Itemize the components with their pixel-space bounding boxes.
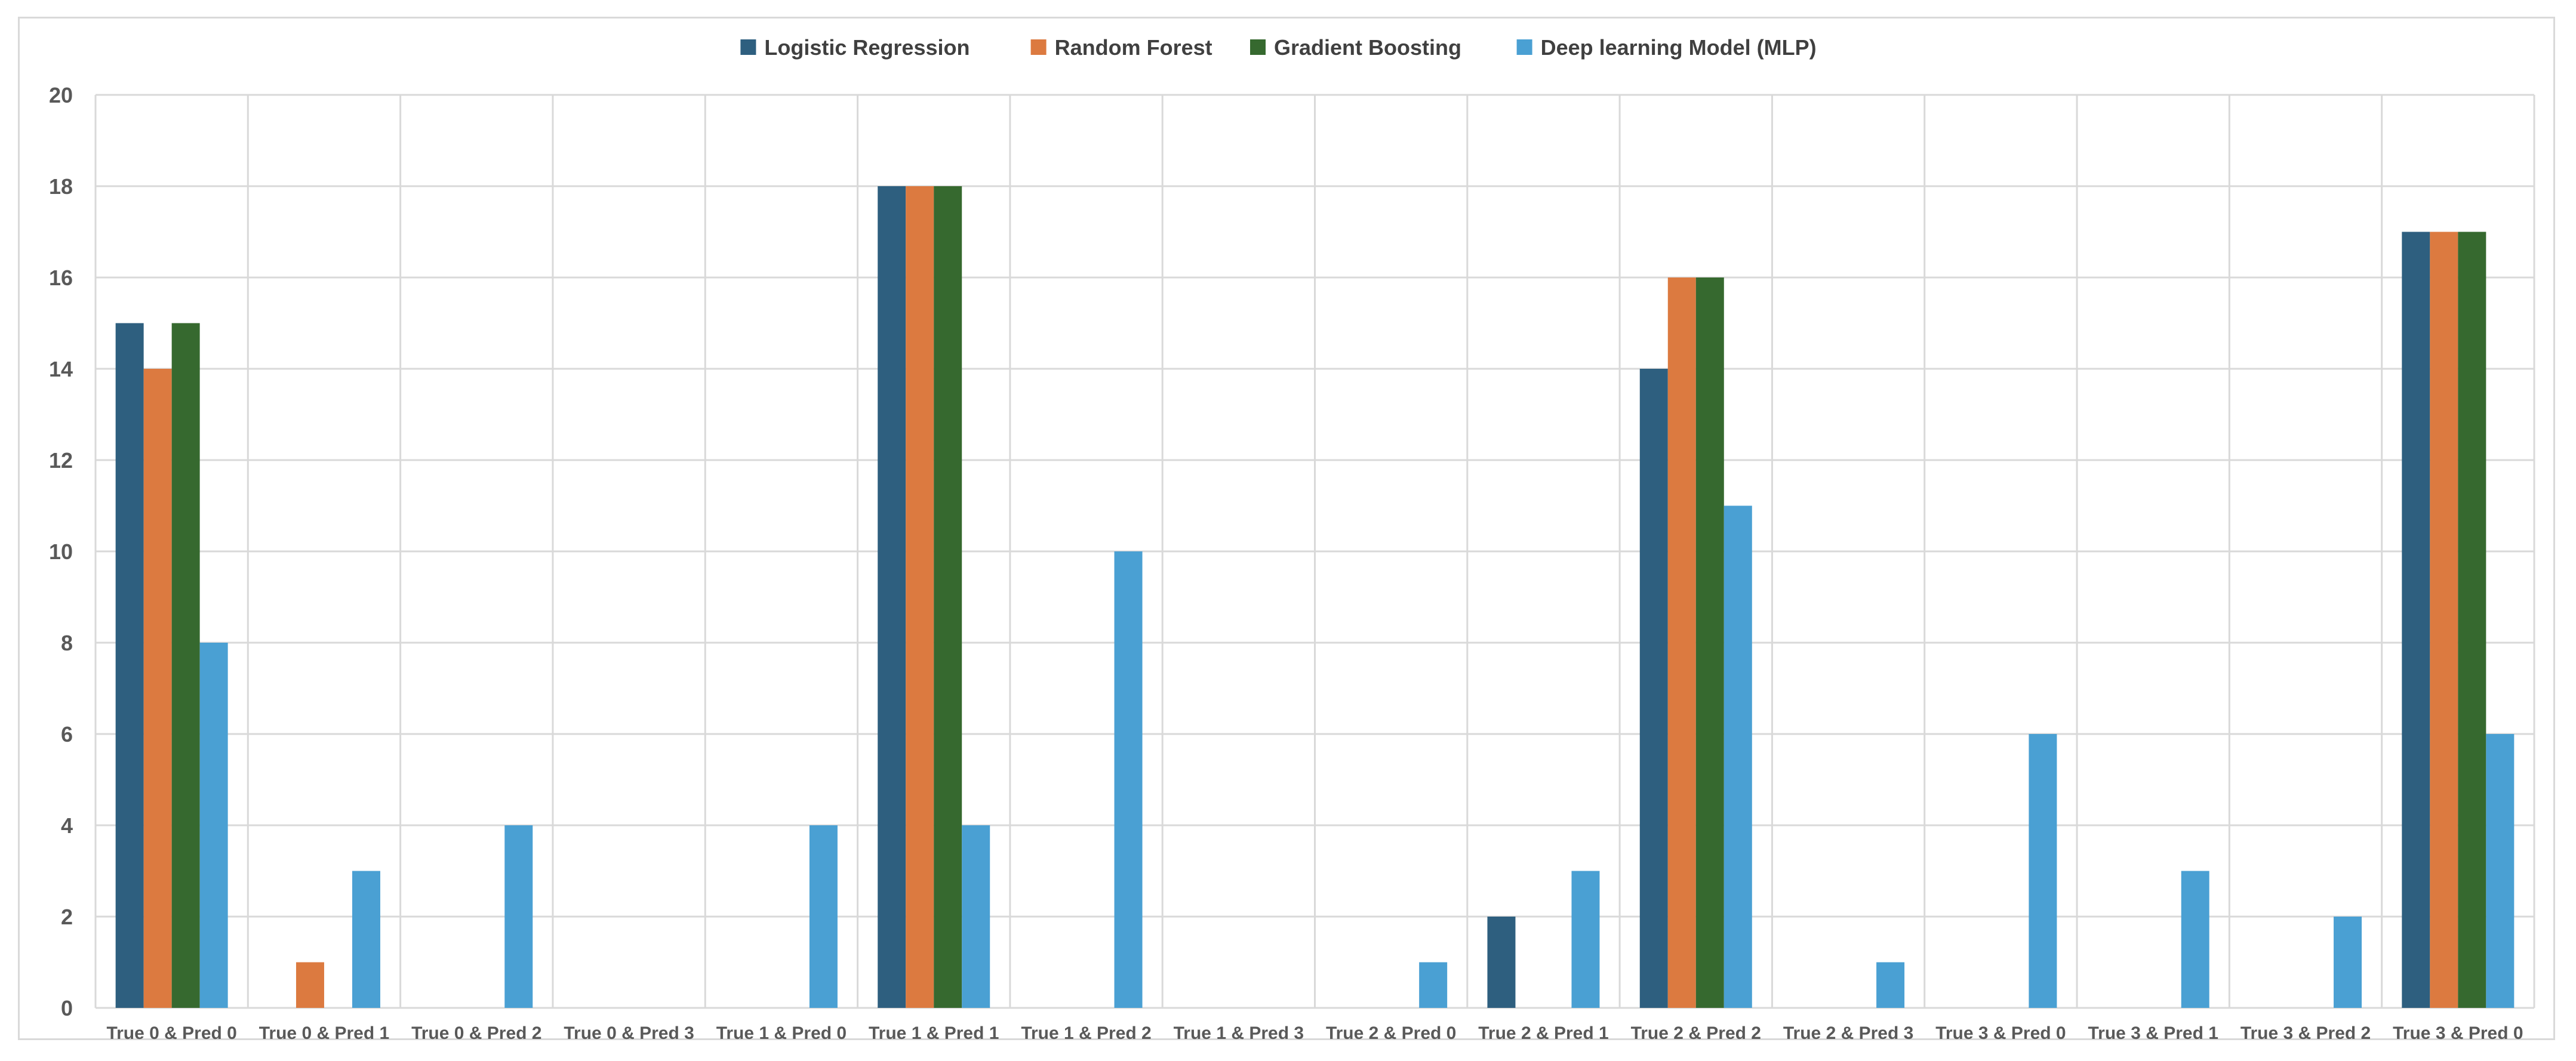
x-tick-label: True 3 & Pred 2 bbox=[2240, 1023, 2371, 1042]
bar-deep-learning-model-mlp-11 bbox=[1876, 962, 1905, 1008]
legend-swatch bbox=[1516, 39, 1532, 55]
bar-logistic-regression-9 bbox=[1487, 917, 1516, 1008]
bar-gradient-boosting-5 bbox=[934, 186, 962, 1008]
bar-deep-learning-model-mlp-2 bbox=[504, 825, 533, 1008]
bar-deep-learning-model-mlp-6 bbox=[1114, 551, 1143, 1008]
bar-deep-learning-model-mlp-14 bbox=[2334, 917, 2362, 1008]
bar-deep-learning-model-mlp-5 bbox=[962, 825, 990, 1008]
legend-label: Deep learning Model (MLP) bbox=[1541, 35, 1817, 60]
legend-item-0: Logistic Regression bbox=[740, 35, 970, 60]
y-axis: 0 2 4 6 8 10 12 14 16 18 20 bbox=[49, 83, 73, 1020]
legend: Logistic Regression Random Forest Gradient… bbox=[740, 35, 1817, 60]
x-tick-label: True 1 & Pred 0 bbox=[716, 1023, 847, 1042]
bar-random-forest-15 bbox=[2430, 232, 2458, 1008]
y-tick-label: 0 bbox=[61, 996, 73, 1020]
bar-logistic-regression-15 bbox=[2402, 232, 2430, 1008]
x-tick-label: True 2 & Pred 1 bbox=[1478, 1023, 1608, 1042]
legend-swatch bbox=[1030, 39, 1047, 55]
bar-deep-learning-model-mlp-8 bbox=[1419, 962, 1448, 1008]
bar-random-forest-1 bbox=[296, 962, 324, 1008]
legend-swatch bbox=[1250, 39, 1266, 55]
chart-frame: Logistic Regression Random Forest Gradient… bbox=[18, 17, 2555, 1042]
x-tick-label: True 3 & Pred 1 bbox=[2088, 1023, 2218, 1042]
x-tick-label: True 2 & Pred 3 bbox=[1783, 1023, 1913, 1042]
y-tick-label: 20 bbox=[49, 83, 73, 107]
bars bbox=[115, 186, 2515, 1008]
bar-gradient-boosting-10 bbox=[1695, 277, 1724, 1008]
y-tick-label: 10 bbox=[49, 539, 73, 564]
bar-deep-learning-model-mlp-4 bbox=[809, 825, 838, 1008]
x-tick-label: True 0 & Pred 0 bbox=[106, 1023, 236, 1042]
bar-deep-learning-model-mlp-9 bbox=[1571, 871, 1600, 1008]
y-tick-label: 6 bbox=[61, 722, 73, 747]
legend-item-1: Random Forest bbox=[1030, 35, 1212, 60]
x-tick-label: True 1 & Pred 3 bbox=[1174, 1023, 1304, 1042]
grouped-bar-chart: Logistic Regression Random Forest Gradient… bbox=[49, 35, 2535, 1042]
bar-gradient-boosting-0 bbox=[171, 323, 200, 1008]
bar-deep-learning-model-mlp-13 bbox=[2181, 871, 2209, 1008]
bar-logistic-regression-10 bbox=[1639, 369, 1668, 1008]
legend-swatch bbox=[740, 39, 756, 55]
y-tick-label: 2 bbox=[61, 905, 73, 929]
y-tick-label: 16 bbox=[49, 266, 73, 290]
bar-logistic-regression-5 bbox=[878, 186, 906, 1008]
x-tick-label: True 0 & Pred 1 bbox=[259, 1023, 389, 1042]
x-tick-label: True 2 & Pred 2 bbox=[1631, 1023, 1761, 1042]
y-tick-label: 12 bbox=[49, 448, 73, 473]
legend-label: Gradient Boosting bbox=[1274, 35, 1461, 60]
gridlines bbox=[94, 94, 2535, 1009]
x-tick-label: True 3 & Pred 0 bbox=[2393, 1023, 2523, 1042]
x-tick-label: True 1 & Pred 1 bbox=[869, 1023, 999, 1042]
bar-deep-learning-model-mlp-12 bbox=[2029, 734, 2057, 1008]
x-tick-label: True 0 & Pred 3 bbox=[564, 1023, 694, 1042]
bar-random-forest-5 bbox=[906, 186, 934, 1008]
x-tick-label: True 1 & Pred 2 bbox=[1021, 1023, 1151, 1042]
legend-label: Random Forest bbox=[1055, 35, 1212, 60]
legend-label: Logistic Regression bbox=[764, 35, 970, 60]
bar-deep-learning-model-mlp-10 bbox=[1724, 505, 1752, 1008]
x-tick-label: True 3 & Pred 0 bbox=[1935, 1023, 2066, 1042]
legend-item-2: Gradient Boosting bbox=[1250, 35, 1461, 60]
bar-deep-learning-model-mlp-15 bbox=[2486, 734, 2515, 1008]
bar-deep-learning-model-mlp-0 bbox=[199, 643, 228, 1008]
x-tick-label: True 2 & Pred 0 bbox=[1326, 1023, 1456, 1042]
y-tick-label: 8 bbox=[61, 631, 73, 655]
legend-item-3: Deep learning Model (MLP) bbox=[1516, 35, 1817, 60]
bar-logistic-regression-0 bbox=[115, 323, 144, 1008]
bar-gradient-boosting-15 bbox=[2458, 232, 2486, 1008]
bar-random-forest-0 bbox=[143, 369, 172, 1008]
x-tick-label: True 0 & Pred 2 bbox=[411, 1023, 541, 1042]
bar-deep-learning-model-mlp-1 bbox=[352, 871, 380, 1008]
y-tick-label: 4 bbox=[61, 813, 73, 838]
y-tick-label: 14 bbox=[49, 357, 73, 381]
bar-random-forest-10 bbox=[1667, 277, 1696, 1008]
x-axis: True 0 & Pred 0 True 0 & Pred 1 True 0 & P… bbox=[106, 1023, 2523, 1042]
y-tick-label: 18 bbox=[49, 174, 73, 199]
